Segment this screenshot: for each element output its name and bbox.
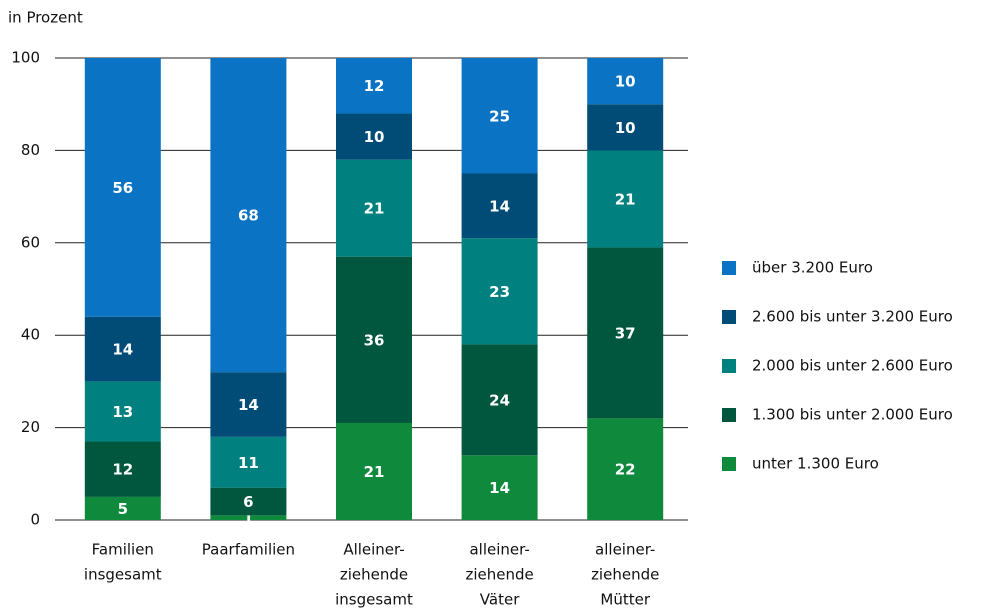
legend-label: 1.300 bis unter 2.000 Euro — [752, 406, 953, 424]
bar-segment — [210, 372, 287, 437]
bar-segment — [336, 256, 412, 423]
x-tick-label: Alleiner- — [343, 541, 404, 559]
x-tick-label: ziehende — [340, 566, 408, 584]
bar-segment — [336, 113, 412, 160]
value-label: 5 — [118, 500, 128, 518]
value-label: 14 — [489, 197, 510, 215]
bar-segment — [461, 238, 538, 345]
legend-label: 2.600 bis unter 3.200 Euro — [752, 308, 953, 326]
bar-segment — [210, 436, 287, 488]
y-tick-label: 20 — [21, 418, 40, 436]
value-label: 56 — [112, 179, 133, 197]
legend-swatch — [722, 359, 736, 373]
bar-segment — [461, 344, 538, 456]
value-label: 25 — [489, 107, 510, 125]
y-tick-label: 40 — [21, 326, 40, 344]
bar-segment — [210, 58, 287, 373]
bar-segment — [461, 455, 538, 520]
bar-segment — [587, 150, 664, 248]
value-label: 37 — [615, 324, 636, 342]
x-tick-label: insgesamt — [84, 566, 162, 584]
x-tick-label: insgesamt — [335, 591, 413, 609]
x-tick-label: Mütter — [600, 591, 650, 609]
value-label: 24 — [489, 391, 510, 409]
value-label: 14 — [238, 396, 259, 414]
value-label: 10 — [615, 119, 636, 137]
y-tick-label: 60 — [21, 233, 40, 251]
bar-segment — [210, 515, 287, 520]
legend-swatch — [722, 310, 736, 324]
x-tick-label: alleiner- — [595, 541, 655, 559]
legend-swatch — [722, 457, 736, 471]
y-axis-label: in Prozent — [8, 9, 83, 27]
x-tick-label: Väter — [480, 591, 520, 609]
value-label: 6 — [243, 493, 253, 511]
bar-segment — [461, 58, 538, 174]
bar-segment — [336, 58, 412, 114]
bar-segment — [587, 418, 664, 520]
value-label: 11 — [238, 454, 259, 472]
legend-swatch — [722, 261, 736, 275]
value-label: 21 — [615, 190, 636, 208]
bar-segment — [84, 316, 161, 382]
bar-segment — [587, 58, 664, 105]
x-tick-label: Paarfamilien — [202, 541, 295, 559]
value-label: 10 — [615, 73, 636, 91]
bar-segment — [84, 496, 161, 520]
value-label: 13 — [112, 403, 133, 421]
bar-segment — [84, 441, 161, 497]
value-label: 68 — [238, 207, 259, 225]
y-tick-label: 0 — [30, 511, 40, 529]
x-tick-label: ziehende — [465, 566, 533, 584]
bar-segment — [336, 422, 412, 520]
value-label: 12 — [364, 77, 385, 95]
value-label: 14 — [489, 479, 510, 497]
bar-segment — [336, 159, 412, 257]
legend-label: 2.000 bis unter 2.600 Euro — [752, 357, 953, 375]
value-label: 21 — [364, 200, 385, 218]
value-label: 10 — [364, 128, 385, 146]
x-tick-label: Familien — [92, 541, 154, 559]
value-label: 36 — [364, 331, 385, 349]
bar-segment — [461, 173, 538, 239]
value-label: 14 — [112, 341, 133, 359]
y-tick-label: 80 — [21, 141, 40, 159]
bar-segment — [210, 487, 287, 516]
bar-segment — [84, 58, 161, 317]
value-label: 23 — [489, 283, 510, 301]
bar-segment — [587, 247, 664, 419]
bar-segment — [84, 381, 161, 442]
legend-label: über 3.200 Euro — [752, 259, 873, 277]
bar-segment — [587, 104, 664, 151]
legend-swatch — [722, 408, 736, 422]
value-label: 21 — [364, 463, 385, 481]
value-label: 22 — [615, 461, 636, 479]
value-label: 12 — [112, 461, 133, 479]
x-tick-label: ziehende — [591, 566, 659, 584]
legend-label: unter 1.300 Euro — [752, 455, 879, 473]
value-label: 1 — [243, 509, 253, 527]
y-tick-label: 100 — [11, 49, 40, 67]
x-tick-label: alleiner- — [469, 541, 529, 559]
